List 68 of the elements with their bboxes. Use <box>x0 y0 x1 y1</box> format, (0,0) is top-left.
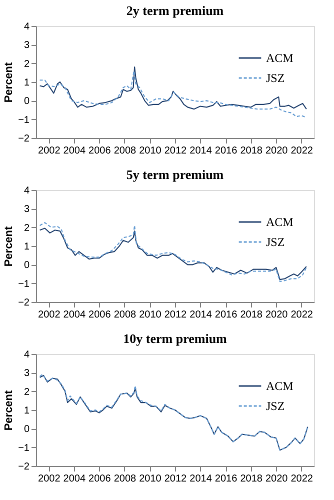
legend-label: ACM <box>266 379 294 393</box>
chart-title: 10y term premium <box>123 331 228 346</box>
y-tick-label: −2 <box>18 134 30 144</box>
line-series <box>39 66 307 110</box>
x-tick-label: 2018 <box>240 310 263 320</box>
y-tick-label: 4 <box>24 186 30 196</box>
y-tick-label: −1 <box>18 114 30 126</box>
x-tick-label: 2016 <box>214 474 238 484</box>
x-tick-label: 2018 <box>240 146 263 156</box>
x-tick-label: 2002 <box>38 146 61 156</box>
y-tick-label: 2 <box>24 386 30 398</box>
chart-title: 5y term premium <box>126 167 224 182</box>
x-tick-label: 2008 <box>114 474 137 484</box>
x-tick-label: 2004 <box>63 146 86 156</box>
line-series <box>39 70 307 118</box>
y-axis-title: Percent <box>3 390 16 431</box>
y-tick-label: 2 <box>24 222 30 234</box>
y-tick-label: 2 <box>24 58 30 70</box>
x-tick-label: 2020 <box>265 146 288 156</box>
y-tick-label: 3 <box>24 204 30 216</box>
chart-title: 2y term premium <box>126 3 224 18</box>
x-tick-label: 2014 <box>190 146 212 156</box>
x-tick-label: 2008 <box>114 146 137 156</box>
y-tick-label: 4 <box>24 22 30 32</box>
y-axis-title: Percent <box>3 226 16 267</box>
x-tick-label: 2002 <box>38 474 61 484</box>
y-tick-label: 0 <box>24 96 30 108</box>
legend-label: ACM <box>266 215 294 229</box>
y-tick-label: −1 <box>18 442 30 454</box>
x-tick-label: 2014 <box>190 474 212 484</box>
x-tick-label: 2010 <box>139 146 162 156</box>
x-tick-label: 2004 <box>63 310 86 320</box>
y-tick-label: −1 <box>18 278 30 290</box>
y-tick-label: 3 <box>24 40 30 52</box>
x-tick-label: 2004 <box>63 474 86 484</box>
y-tick-label: 3 <box>24 368 30 380</box>
y-tick-label: 1 <box>24 406 30 416</box>
x-tick-label: 2012 <box>164 310 188 320</box>
x-tick-label: 2006 <box>88 146 112 156</box>
x-tick-label: 2012 <box>164 146 188 156</box>
legend-label: ACM <box>266 51 294 65</box>
y-tick-label: 0 <box>24 424 30 436</box>
x-tick-label: 2008 <box>114 310 137 320</box>
x-tick-label: 2014 <box>190 310 212 320</box>
x-tick-label: 2020 <box>265 474 288 484</box>
x-tick-label: 2018 <box>240 474 263 484</box>
legend-label: JSZ <box>266 399 285 413</box>
y-tick-label: 4 <box>24 350 30 360</box>
x-tick-label: 2016 <box>214 310 238 320</box>
legend-label: JSZ <box>266 235 285 249</box>
x-tick-label: 2010 <box>139 310 162 320</box>
y-tick-label: 1 <box>24 78 30 88</box>
x-tick-label: 2010 <box>139 474 162 484</box>
y-tick-label: 1 <box>24 242 30 252</box>
x-tick-label: 2022 <box>290 474 314 484</box>
y-axis-title: Percent <box>3 62 16 103</box>
y-tick-label: 0 <box>24 260 30 272</box>
x-tick-label: 2020 <box>265 310 288 320</box>
y-tick-label: −2 <box>18 462 30 472</box>
y-tick-label: −2 <box>18 298 30 308</box>
x-tick-label: 2022 <box>290 310 314 320</box>
x-tick-label: 2022 <box>290 146 314 156</box>
x-tick-label: 2006 <box>88 310 112 320</box>
legend-label: JSZ <box>266 71 285 85</box>
x-tick-label: 2016 <box>214 146 238 156</box>
x-tick-label: 2012 <box>164 474 188 484</box>
x-tick-label: 2006 <box>88 474 112 484</box>
x-tick-label: 2002 <box>38 310 61 320</box>
